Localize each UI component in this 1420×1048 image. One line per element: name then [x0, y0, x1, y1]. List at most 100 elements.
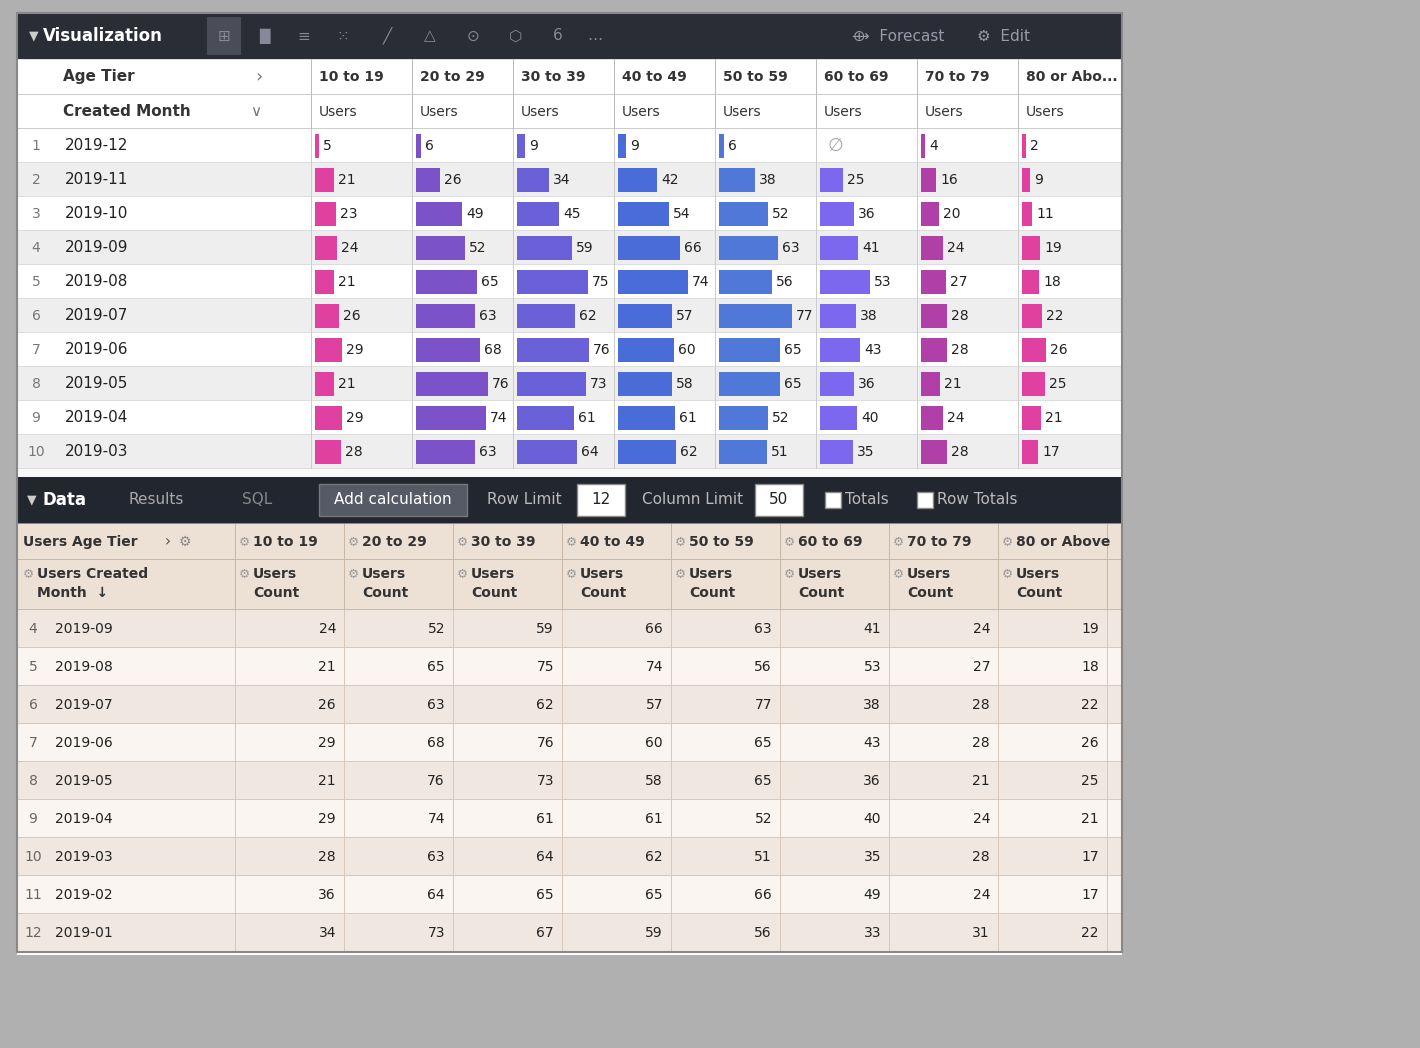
Text: 80 or Abo...: 80 or Abo... — [1027, 70, 1118, 84]
Text: 22: 22 — [1047, 309, 1064, 323]
Text: 9: 9 — [1034, 173, 1042, 187]
Bar — [922, 202, 939, 226]
Text: Users: Users — [253, 567, 297, 581]
Text: 61: 61 — [645, 812, 663, 826]
Text: Users: Users — [320, 105, 358, 119]
Bar — [922, 339, 947, 362]
Text: 30 to 39: 30 to 39 — [521, 70, 585, 84]
Text: ≡: ≡ — [298, 28, 311, 44]
Bar — [719, 304, 792, 328]
Bar — [618, 304, 672, 328]
Text: 2019-02: 2019-02 — [55, 888, 112, 902]
Text: 2019-11: 2019-11 — [65, 173, 128, 188]
Text: Visualization: Visualization — [43, 27, 163, 45]
Bar — [416, 440, 476, 464]
Text: 52: 52 — [427, 623, 444, 636]
Text: 22: 22 — [1082, 926, 1099, 940]
Text: Month  ↓: Month ↓ — [37, 586, 108, 601]
Text: 9: 9 — [630, 139, 639, 153]
Bar — [517, 372, 586, 396]
Text: 21: 21 — [318, 774, 337, 788]
Text: 64: 64 — [581, 445, 599, 459]
Bar — [17, 333, 1122, 367]
Bar — [819, 270, 870, 294]
Bar — [819, 304, 856, 328]
Text: …: … — [588, 28, 602, 44]
Text: 74: 74 — [427, 812, 444, 826]
Text: 66: 66 — [684, 241, 701, 255]
Text: ⚙: ⚙ — [348, 536, 359, 548]
Bar — [618, 168, 657, 192]
Text: 5: 5 — [28, 660, 37, 674]
Text: 21: 21 — [973, 774, 990, 788]
Text: Column Limit: Column Limit — [642, 493, 743, 507]
Text: 50 to 59: 50 to 59 — [723, 70, 788, 84]
Text: ⁙: ⁙ — [337, 28, 349, 44]
Text: 65: 65 — [427, 660, 444, 674]
Text: 76: 76 — [537, 736, 554, 750]
Text: 5: 5 — [31, 275, 40, 289]
Bar — [618, 440, 676, 464]
Text: 21: 21 — [1082, 812, 1099, 826]
Text: 17: 17 — [1042, 445, 1059, 459]
Text: 52: 52 — [772, 208, 790, 221]
Text: 40: 40 — [863, 812, 880, 826]
Text: 74: 74 — [490, 411, 507, 425]
Bar — [17, 876, 1122, 914]
Text: 25: 25 — [1082, 774, 1099, 788]
Text: 4: 4 — [31, 241, 40, 255]
Text: 58: 58 — [645, 774, 663, 788]
Text: Count: Count — [689, 586, 736, 601]
Text: 12: 12 — [591, 493, 611, 507]
Text: 28: 28 — [318, 850, 337, 864]
Text: 9: 9 — [530, 139, 538, 153]
Bar — [17, 724, 1122, 762]
Text: Users: Users — [521, 105, 559, 119]
Text: 60 to 69: 60 to 69 — [824, 70, 889, 84]
Bar — [819, 168, 843, 192]
Text: 21: 21 — [338, 275, 355, 289]
Text: 43: 43 — [863, 343, 882, 357]
Text: 65: 65 — [784, 377, 802, 391]
Text: 62: 62 — [680, 445, 697, 459]
Text: 73: 73 — [537, 774, 554, 788]
Bar — [416, 270, 477, 294]
Bar — [618, 236, 680, 260]
Text: 19: 19 — [1044, 241, 1062, 255]
Bar — [517, 168, 550, 192]
Text: 2019-08: 2019-08 — [55, 660, 112, 674]
Text: 36: 36 — [858, 377, 876, 391]
Bar — [17, 163, 1122, 197]
Text: ⚙: ⚙ — [23, 568, 34, 581]
Bar — [315, 270, 334, 294]
Bar — [17, 686, 1122, 724]
Bar — [416, 339, 480, 362]
Text: 45: 45 — [562, 208, 581, 221]
Bar — [1022, 202, 1032, 226]
Text: 34: 34 — [552, 173, 571, 187]
Bar — [315, 304, 339, 328]
Text: 29: 29 — [346, 411, 364, 425]
Bar — [719, 339, 780, 362]
Text: 18: 18 — [1081, 660, 1099, 674]
Bar — [17, 762, 1122, 800]
Text: 30 to 39: 30 to 39 — [471, 534, 535, 549]
Bar — [922, 270, 946, 294]
Bar — [315, 339, 342, 362]
Text: 65: 65 — [754, 736, 772, 750]
Text: 21: 21 — [318, 660, 337, 674]
Text: 26: 26 — [344, 309, 361, 323]
Text: 26: 26 — [318, 698, 337, 712]
Bar — [17, 914, 1122, 952]
Text: 28: 28 — [345, 445, 362, 459]
Text: ⊙: ⊙ — [467, 28, 480, 44]
Text: 28: 28 — [973, 736, 990, 750]
Text: 16: 16 — [940, 173, 957, 187]
Text: 59: 59 — [577, 241, 594, 255]
Bar — [517, 339, 589, 362]
Text: ▼: ▼ — [28, 29, 38, 43]
Text: ▼: ▼ — [27, 494, 37, 506]
Text: Users: Users — [622, 105, 660, 119]
Text: 21: 21 — [338, 173, 355, 187]
Text: 60: 60 — [645, 736, 663, 750]
